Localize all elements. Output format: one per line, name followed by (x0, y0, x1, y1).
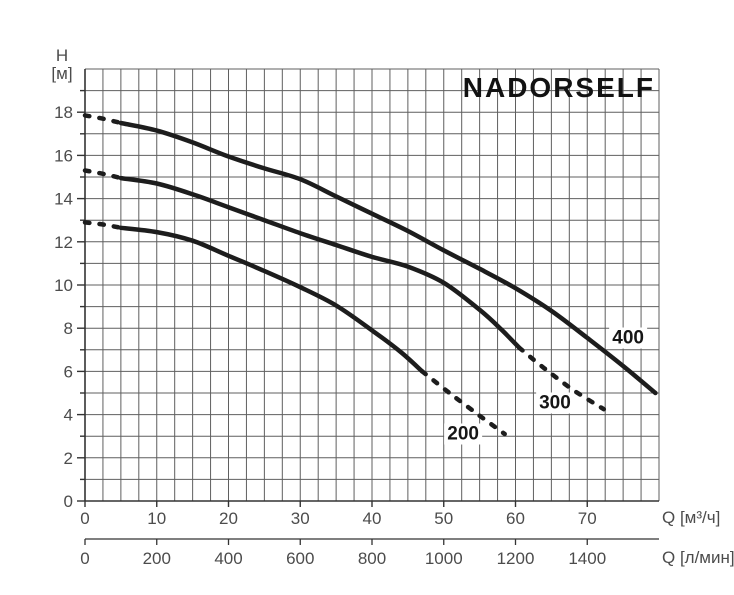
curve-300-dashed-head (82, 168, 124, 181)
y-tick-label: 14 (54, 190, 73, 209)
x-tick-label: 0 (80, 509, 89, 528)
x-tick-label: 20 (219, 509, 238, 528)
lmin-tick-label: 600 (286, 549, 314, 568)
x-axis-unit-m3h: Q [м³/ч] (662, 508, 721, 527)
curve-200-solid (118, 225, 425, 374)
chart-title: NADORSELF (462, 72, 655, 103)
curve-200-dashed-tail (419, 369, 507, 437)
y-axis-title: H [м] (40, 47, 84, 83)
y-tick-label: 6 (64, 362, 73, 381)
x-tick-label: 10 (147, 509, 166, 528)
lmin-tick-label: 1200 (497, 549, 535, 568)
curve-label-300: 300 (536, 392, 574, 414)
x-tick-label: 60 (506, 509, 525, 528)
curve-400-dashed-head (82, 113, 124, 126)
y-tick-label: 0 (64, 492, 73, 511)
y-tick-label: 8 (64, 319, 73, 338)
x-axis-unit-lmin: Q [л/мин] (662, 548, 734, 567)
y-tick-label: 16 (54, 146, 73, 165)
curve-label-200: 200 (444, 423, 482, 445)
curve-label-400: 400 (609, 327, 647, 349)
curve-300-solid (118, 175, 522, 350)
x-tick-label: 30 (291, 509, 310, 528)
x-tick-label: 70 (578, 509, 597, 528)
y-tick-label: 10 (54, 276, 73, 295)
x-tick-label: 50 (434, 509, 453, 528)
lmin-tick-label: 1000 (425, 549, 463, 568)
y-axis-title-unit: [м] (51, 64, 73, 83)
curve-400-solid (118, 120, 658, 396)
lmin-tick-label: 1400 (568, 549, 606, 568)
lmin-tick-label: 0 (80, 549, 89, 568)
lmin-tick-label: 200 (143, 549, 171, 568)
y-axis-title-symbol: H (55, 46, 69, 65)
y-tick-label: 18 (54, 103, 73, 122)
y-tick-label: 2 (64, 449, 73, 468)
curve-300-dashed-tail (516, 345, 607, 412)
x-tick-label: 40 (363, 509, 382, 528)
lmin-tick-label: 400 (214, 549, 242, 568)
curve-200-dashed-head (82, 220, 124, 231)
y-tick-label: 4 (64, 406, 73, 425)
lmin-tick-label: 800 (358, 549, 386, 568)
y-tick-label: 12 (54, 233, 73, 252)
